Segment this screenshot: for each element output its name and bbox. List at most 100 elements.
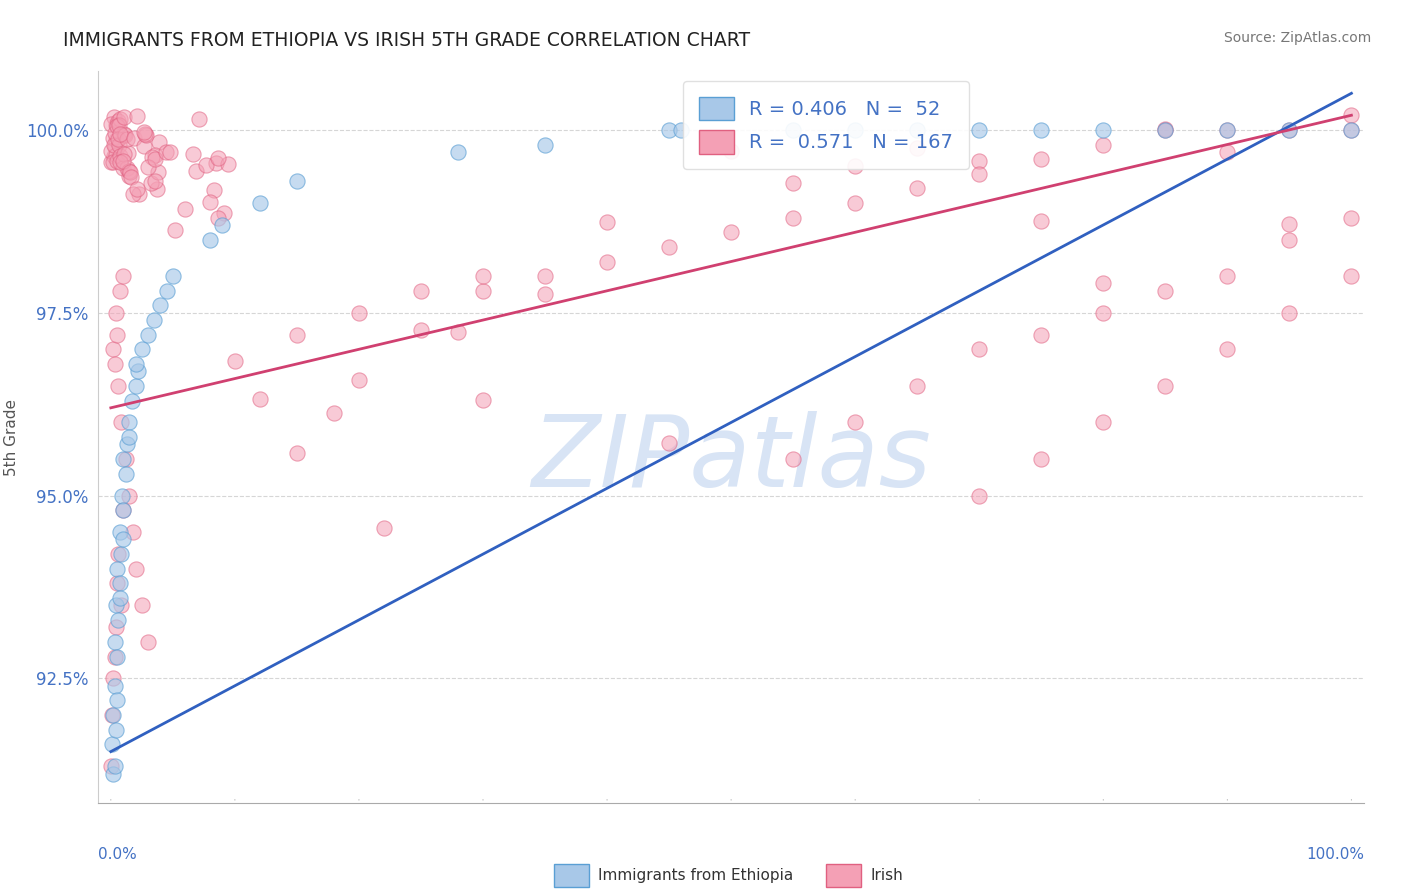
Point	[658, 123, 681, 137]
Point	[155, 145, 177, 160]
Point	[103, 343, 125, 357]
Point	[658, 435, 681, 450]
Point	[658, 240, 681, 254]
Text: IMMIGRANTS FROM ETHIOPIA VS IRISH 5TH GRADE CORRELATION CHART: IMMIGRANTS FROM ETHIOPIA VS IRISH 5TH GR…	[63, 31, 751, 50]
Point	[145, 182, 167, 196]
Point	[1154, 123, 1177, 137]
Point	[121, 393, 143, 408]
Point	[114, 128, 136, 142]
Point	[112, 110, 135, 124]
Point	[111, 161, 134, 175]
Point	[120, 169, 142, 184]
Point	[118, 416, 141, 430]
Point	[103, 138, 125, 153]
Point	[720, 225, 742, 239]
Point	[110, 599, 132, 613]
Point	[205, 155, 228, 169]
Text: Immigrants from Ethiopia: Immigrants from Ethiopia	[599, 868, 793, 883]
Legend: R = 0.406   N =  52, R =  0.571   N = 167: R = 0.406 N = 52, R = 0.571 N = 167	[683, 81, 969, 169]
Point	[105, 154, 128, 169]
Point	[162, 269, 184, 284]
Point	[967, 489, 990, 503]
Point	[112, 503, 135, 517]
Point	[347, 373, 370, 387]
Point	[112, 269, 135, 284]
Point	[202, 183, 225, 197]
Point	[844, 123, 866, 137]
Point	[105, 118, 128, 132]
Point	[125, 182, 148, 196]
Point	[534, 137, 557, 152]
Point	[107, 547, 129, 561]
Point	[1154, 123, 1177, 137]
Point	[103, 649, 125, 664]
Point	[207, 151, 229, 165]
Point	[148, 136, 170, 150]
Point	[844, 416, 866, 430]
Point	[472, 269, 495, 284]
Point	[905, 379, 928, 393]
Point	[1340, 211, 1362, 225]
Point	[105, 119, 128, 133]
Point	[156, 284, 179, 298]
Point	[101, 737, 124, 751]
Point	[104, 620, 127, 634]
Point	[285, 174, 308, 188]
Point	[135, 128, 157, 143]
Text: 100.0%: 100.0%	[1306, 847, 1364, 862]
Point	[967, 343, 990, 357]
Point	[782, 123, 804, 137]
Point	[447, 145, 470, 159]
Point	[596, 214, 619, 228]
Text: ZIPatlas: ZIPatlas	[531, 410, 931, 508]
Point	[198, 195, 221, 210]
Text: Source: ZipAtlas.com: Source: ZipAtlas.com	[1223, 31, 1371, 45]
Point	[143, 173, 166, 187]
Point	[107, 132, 129, 146]
Point	[112, 533, 135, 547]
Point	[136, 635, 159, 649]
Point	[782, 176, 804, 190]
Point	[1216, 123, 1239, 137]
Point	[1031, 152, 1053, 166]
Point	[111, 489, 134, 503]
Point	[1216, 145, 1239, 159]
Point	[905, 181, 928, 195]
Point	[1031, 214, 1053, 228]
Point	[143, 313, 166, 327]
Point	[1278, 217, 1301, 231]
Point	[108, 284, 131, 298]
Point	[103, 635, 125, 649]
Point	[217, 156, 239, 170]
Point	[121, 186, 143, 201]
Point	[118, 163, 141, 178]
Point	[115, 437, 138, 451]
Point	[1340, 269, 1362, 284]
Point	[967, 123, 990, 137]
Point	[1154, 121, 1177, 136]
Point	[110, 416, 132, 430]
Point	[112, 127, 135, 141]
Point	[103, 357, 125, 371]
Point	[409, 323, 432, 337]
Point	[107, 113, 129, 128]
Point	[104, 139, 127, 153]
Point	[1340, 123, 1362, 137]
Point	[844, 196, 866, 211]
Point	[108, 137, 131, 152]
Point	[103, 672, 125, 686]
Point	[212, 206, 235, 220]
Point	[1216, 269, 1239, 284]
Point	[115, 132, 138, 146]
Point	[211, 218, 233, 232]
Point	[323, 406, 346, 420]
Point	[1278, 306, 1301, 320]
Point	[100, 117, 122, 131]
Point	[472, 284, 495, 298]
Point	[141, 150, 163, 164]
Point	[104, 132, 127, 146]
Point	[100, 145, 122, 159]
Point	[105, 649, 128, 664]
Point	[112, 452, 135, 467]
Point	[1092, 137, 1115, 152]
